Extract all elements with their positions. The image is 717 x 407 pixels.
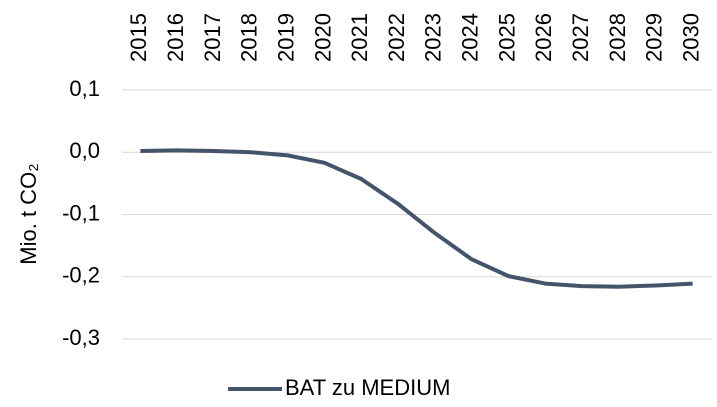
x-tick-label: 2029 xyxy=(642,13,667,62)
x-tick-label: 2016 xyxy=(163,13,188,62)
legend-label: BAT zu MEDIUM xyxy=(285,375,450,400)
x-tick-label: 2022 xyxy=(384,13,409,62)
y-tick-label: 0,0 xyxy=(69,138,100,163)
line xyxy=(140,148,693,289)
x-tick-label: 2021 xyxy=(347,13,372,62)
y-tick-label: -0,2 xyxy=(62,263,100,288)
x-tick-label: 2020 xyxy=(310,13,335,62)
x-tick-label: 2026 xyxy=(531,13,556,62)
x-tick-label: 2023 xyxy=(421,13,446,62)
x-tick-label: 2025 xyxy=(494,13,519,62)
x-tick-label: 2015 xyxy=(126,13,151,62)
x-tick-label: 2030 xyxy=(678,13,703,62)
y-tick-label: -0,3 xyxy=(62,325,100,350)
x-tick-label: 2027 xyxy=(568,13,593,62)
x-tick-label: 2024 xyxy=(458,13,483,62)
x-tick-label: 2017 xyxy=(200,13,225,62)
x-tick-label: 2018 xyxy=(237,13,262,62)
y-axis-label: Mio. t CO₂ xyxy=(16,163,41,264)
x-tick-label: 2028 xyxy=(605,13,630,62)
y-tick-label: 0,1 xyxy=(69,76,100,101)
y-tick-label: -0,1 xyxy=(62,200,100,225)
x-tick-label: 2019 xyxy=(273,13,298,62)
